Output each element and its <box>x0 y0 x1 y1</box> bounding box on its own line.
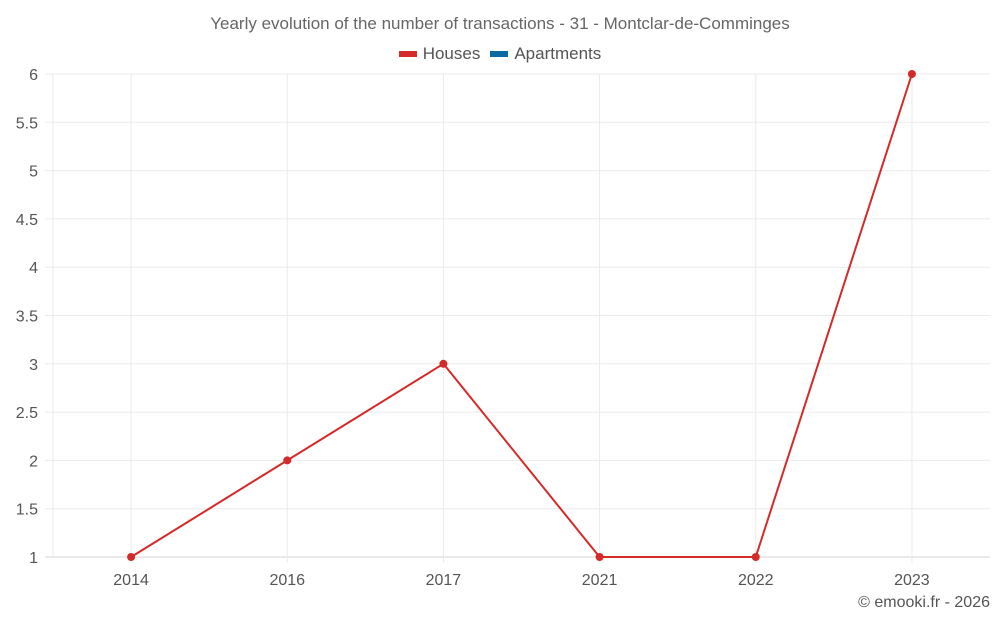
data-point <box>127 553 136 561</box>
x-tick-label: 2014 <box>113 572 149 589</box>
legend: Houses Apartments <box>0 44 1000 64</box>
data-point <box>439 359 448 368</box>
data-point <box>595 553 604 561</box>
data-point <box>907 70 916 78</box>
x-tick-label: 2016 <box>269 572 305 589</box>
apartments-swatch-icon <box>490 51 509 57</box>
y-tick-label: 1.5 <box>16 502 38 519</box>
series-line-houses <box>130 73 913 558</box>
legend-label-houses: Houses <box>422 44 481 63</box>
x-tick-label: 2021 <box>582 572 618 589</box>
y-tick-label: 2 <box>29 453 38 470</box>
y-tick-label: 3 <box>29 357 38 374</box>
data-point <box>751 553 760 561</box>
y-tick-label: 4.5 <box>16 212 38 229</box>
legend-item-apartments[interactable]: Apartments <box>490 44 601 64</box>
legend-item-houses[interactable]: Houses <box>398 44 481 64</box>
legend-label-apartments: Apartments <box>514 44 602 63</box>
y-tick-label: 6 <box>29 67 38 84</box>
y-tick-label: 5.5 <box>16 115 38 132</box>
y-tick-label: 2.5 <box>16 405 38 422</box>
x-tick-label: 2022 <box>738 572 774 589</box>
credit-text: © emooki.fr - 2026 <box>858 594 990 611</box>
y-tick-label: 1 <box>29 550 38 567</box>
x-tick-label: 2017 <box>426 572 462 589</box>
chart-title: Yearly evolution of the number of transa… <box>210 14 790 33</box>
y-tick-label: 3.5 <box>16 309 38 326</box>
houses-swatch-icon <box>398 51 417 57</box>
data-point <box>283 456 292 465</box>
y-tick-label: 5 <box>29 164 38 181</box>
x-tick-label: 2023 <box>894 572 930 589</box>
y-tick-label: 4 <box>29 260 38 277</box>
